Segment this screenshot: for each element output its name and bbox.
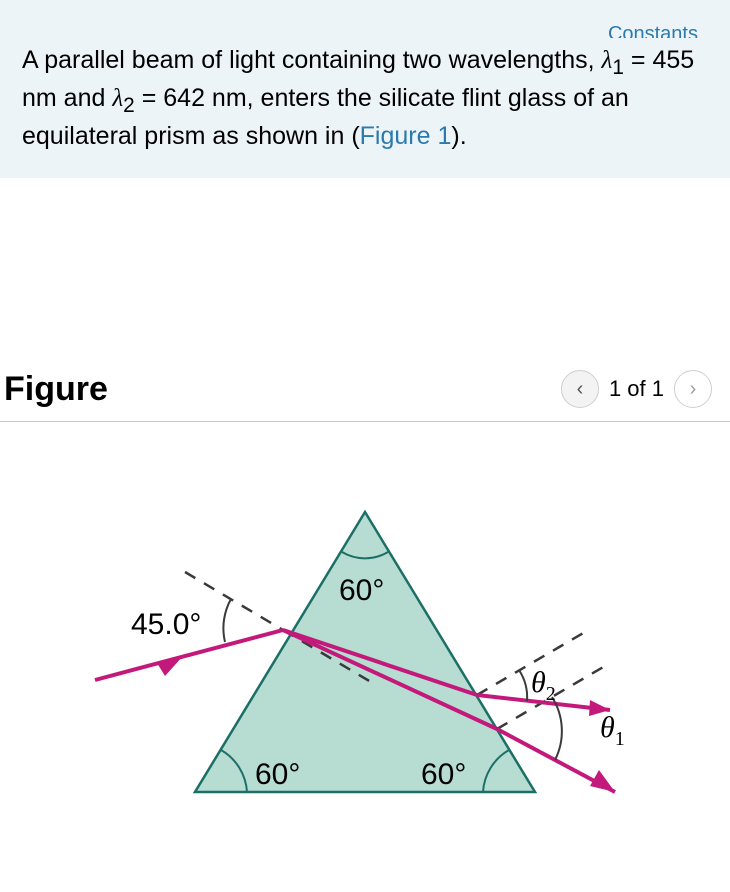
problem-text: A parallel beam of light containing two …	[22, 44, 708, 154]
figure-next-button[interactable]: ›	[674, 370, 712, 408]
prism-diagram: 60° 60° 60° 45.0° θ2 θ1	[65, 452, 665, 832]
figure-link[interactable]: Figure 1	[360, 122, 452, 150]
problem-text-1: A parallel beam of light containing two …	[22, 46, 602, 74]
exit-arrow-theta1	[590, 770, 615, 792]
lambda2-symbol: λ	[112, 85, 123, 112]
theta2-label: θ2	[531, 666, 556, 705]
theta2-sub: 2	[546, 683, 556, 705]
left-base-angle-label: 60°	[255, 758, 300, 791]
right-base-angle-label: 60°	[421, 758, 466, 791]
problem-close: ).	[451, 122, 466, 150]
theta2-arc	[519, 670, 527, 701]
figure-canvas: 60° 60° 60° 45.0° θ2 θ1	[0, 422, 730, 892]
problem-statement-box: Constants A parallel beam of light conta…	[0, 0, 730, 178]
figure-header: Figure ‹ 1 of 1 ›	[0, 358, 730, 422]
lambda2-eq: = 642 nm	[135, 84, 247, 112]
lambda1-symbol: λ	[602, 47, 613, 74]
figure-prev-button[interactable]: ‹	[561, 370, 599, 408]
lambda2-sub: 2	[123, 94, 135, 117]
theta1-symbol: θ	[600, 711, 615, 744]
lambda1-sub: 1	[612, 56, 624, 79]
constants-link[interactable]: Constants	[22, 18, 708, 38]
theta1-sub: 1	[615, 728, 625, 750]
problem-between: and	[57, 84, 113, 112]
theta1-label: θ1	[600, 711, 625, 750]
apex-angle-label: 60°	[339, 574, 384, 607]
theta2-symbol: θ	[531, 666, 546, 699]
incidence-angle-label: 45.0°	[131, 608, 201, 641]
incidence-arc	[223, 599, 231, 642]
figure-pager-text: 1 of 1	[609, 376, 664, 402]
prism-triangle	[195, 512, 535, 792]
figure-title: Figure	[4, 370, 108, 409]
figure-pager: ‹ 1 of 1 ›	[561, 370, 712, 408]
theta1-arc	[552, 697, 562, 760]
